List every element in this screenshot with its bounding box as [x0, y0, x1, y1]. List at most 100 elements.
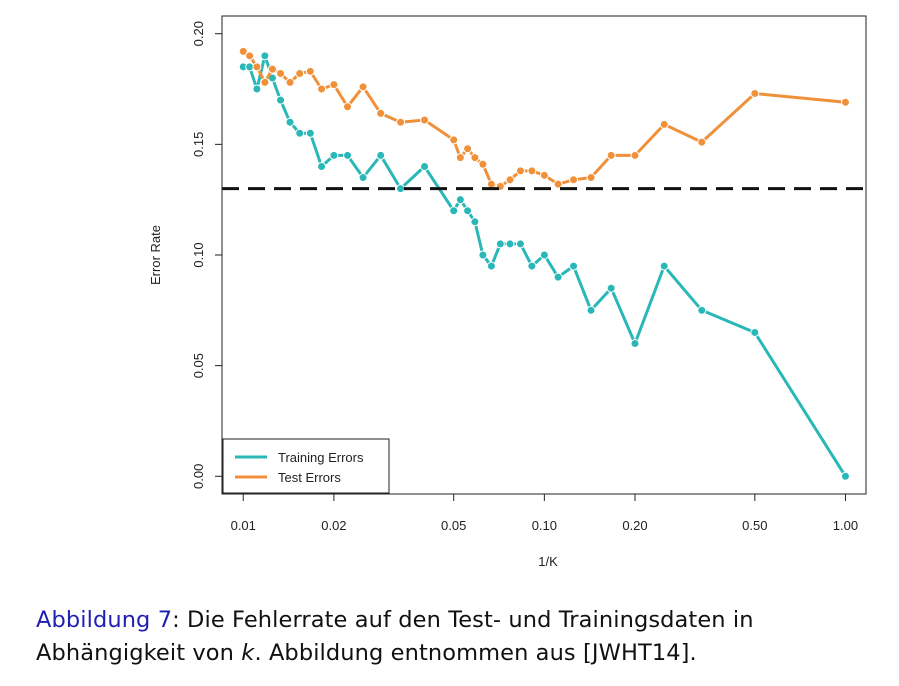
figure-label: Abbildung 7	[36, 607, 173, 633]
data-point-test	[527, 166, 537, 176]
data-point-test	[630, 150, 640, 160]
data-point-test	[420, 115, 430, 125]
data-point-test	[245, 51, 255, 61]
y-tick-label: 0.15	[191, 132, 206, 157]
data-point-test	[486, 179, 496, 189]
legend: Training Errors Test Errors	[222, 438, 390, 494]
data-point-test	[553, 179, 563, 189]
data-point-test	[470, 153, 480, 163]
data-point-training	[276, 95, 286, 105]
data-point-test	[586, 173, 596, 183]
data-point-training	[697, 305, 707, 315]
data-point-training	[527, 261, 537, 271]
data-point-test	[376, 108, 386, 118]
series-line-test	[242, 50, 846, 188]
data-point-training	[495, 239, 505, 249]
data-point-test	[449, 135, 459, 145]
data-point-training	[260, 51, 270, 61]
data-point-test	[238, 46, 248, 56]
data-point-training	[376, 150, 386, 160]
caption-variable-k: k	[241, 640, 255, 666]
data-point-training	[358, 173, 368, 183]
error-rate-chart: 0.01 0.02 0.05 0.10 0.20 0.50 1.00 0.00 0.05 0.1…	[148, 15, 867, 569]
y-axis: 0.00 0.05 0.10 0.15 0.20	[191, 21, 222, 489]
x-axis: 0.01 0.02 0.05 0.10 0.20 0.50 1.00	[231, 494, 858, 533]
data-point-training	[305, 128, 315, 138]
series-layer	[238, 46, 850, 481]
data-point-training	[455, 195, 465, 205]
data-point-training	[285, 117, 295, 127]
y-tick-label: 0.00	[191, 464, 206, 489]
data-point-test	[260, 77, 270, 87]
legend-label-training: Training Errors	[278, 450, 364, 465]
data-point-training	[659, 261, 669, 271]
data-point-training	[478, 250, 488, 260]
caption-line-1: Abbildung 7: Die Fehlerrate auf den Test…	[36, 604, 896, 637]
data-point-training	[317, 161, 327, 171]
y-axis-title: Error Rate	[148, 225, 163, 285]
caption-line-2: Abhängigkeit von k. Abbildung entnommen …	[36, 637, 896, 670]
x-tick-label: 1.00	[833, 518, 858, 533]
data-point-test	[463, 144, 473, 154]
data-point-training	[606, 283, 616, 293]
x-tick-label: 0.01	[231, 518, 256, 533]
data-point-training	[515, 239, 525, 249]
x-tick-label: 0.20	[622, 518, 647, 533]
data-point-test	[329, 80, 339, 90]
data-point-training	[343, 150, 353, 160]
data-point-test	[505, 175, 515, 185]
data-point-training	[449, 206, 459, 216]
x-tick-label: 0.02	[321, 518, 346, 533]
data-point-test	[252, 62, 262, 72]
data-point-training	[553, 272, 563, 282]
data-point-training	[329, 150, 339, 160]
series-line-training	[243, 54, 847, 478]
legend-label-test: Test Errors	[278, 470, 341, 485]
data-point-test	[455, 153, 465, 163]
data-point-test	[317, 84, 327, 94]
data-point-training	[486, 261, 496, 271]
data-point-test	[659, 119, 669, 129]
data-point-training	[295, 128, 305, 138]
x-axis-title: 1/K	[538, 554, 558, 569]
data-point-training	[840, 471, 850, 481]
y-tick-label: 0.20	[191, 21, 206, 46]
data-point-test	[750, 88, 760, 98]
data-point-test	[285, 77, 295, 87]
data-point-test	[276, 69, 286, 79]
data-point-test	[396, 117, 406, 127]
data-point-test	[539, 170, 549, 180]
figure-caption: Abbildung 7: Die Fehlerrate auf den Test…	[36, 604, 896, 670]
data-point-training	[505, 239, 515, 249]
data-point-test	[515, 166, 525, 176]
data-point-training	[630, 339, 640, 349]
caption-text-1: : Die Fehlerrate auf den Test- und Train…	[172, 607, 754, 633]
x-tick-label: 0.05	[441, 518, 466, 533]
data-point-test	[606, 150, 616, 160]
data-point-test	[343, 102, 353, 112]
data-point-training	[569, 261, 579, 271]
data-point-training	[396, 184, 406, 194]
data-point-test	[569, 175, 579, 185]
y-tick-label: 0.05	[191, 353, 206, 378]
data-point-training	[586, 305, 596, 315]
data-point-training	[252, 84, 262, 94]
caption-text-2b: . Abbildung entnommen aus [JWHT14].	[254, 640, 697, 666]
data-point-training	[420, 161, 430, 171]
caption-text-2a: Abhängigkeit von	[36, 640, 242, 666]
data-point-test	[358, 82, 368, 92]
data-point-training	[750, 327, 760, 337]
legend-box	[222, 438, 390, 494]
data-point-test	[697, 137, 707, 147]
x-tick-label: 0.10	[532, 518, 557, 533]
data-point-training	[539, 250, 549, 260]
data-point-training	[470, 217, 480, 227]
x-tick-label: 0.50	[742, 518, 767, 533]
data-point-test	[267, 64, 277, 74]
data-point-test	[840, 97, 850, 107]
data-point-test	[295, 69, 305, 79]
data-point-training	[463, 206, 473, 216]
data-point-test	[305, 66, 315, 76]
data-point-test	[478, 159, 488, 169]
y-tick-label: 0.10	[191, 242, 206, 267]
